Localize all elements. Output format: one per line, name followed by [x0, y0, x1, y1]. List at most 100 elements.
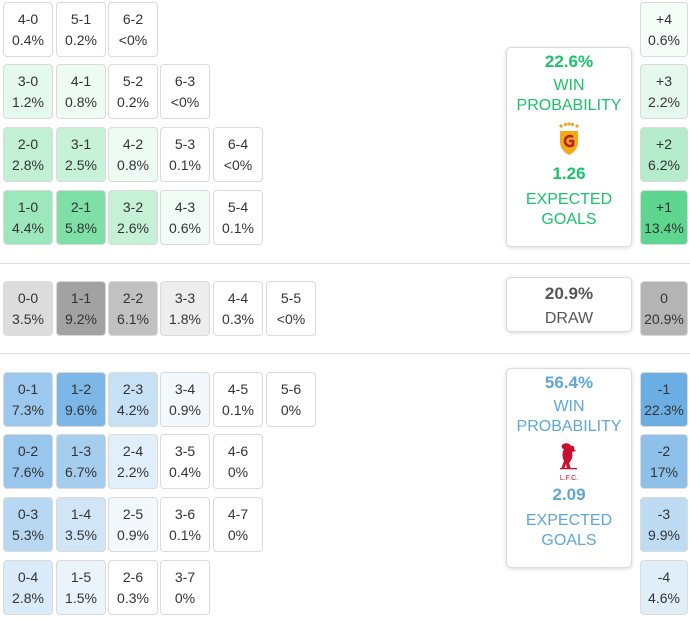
scoreline-cell: 1-3 6.7% — [56, 434, 106, 489]
scoreline-label: 4-0 — [17, 10, 39, 27]
home-win-percentage: 22.6% — [544, 52, 594, 71]
probability-value: 5.3% — [12, 526, 44, 543]
scoreline-label: 2-2 — [122, 289, 144, 306]
scoreline-cell: 3-5 0.4% — [160, 434, 210, 489]
probability-value: 0.6% — [648, 31, 680, 48]
scoreline-label: 5-4 — [227, 198, 249, 215]
scoreline-label: 2-5 — [122, 505, 144, 522]
probability-value: 2.8% — [12, 589, 44, 606]
scoreline-label: -1 — [657, 380, 671, 397]
probability-value: 0.1% — [169, 526, 201, 543]
goals-label-line: GOALS — [541, 532, 597, 549]
probability-value: 2.2% — [117, 463, 149, 480]
scoreline-label: 4-2 — [122, 135, 144, 152]
scoreline-cell: 2-0 2.8% — [3, 127, 53, 182]
probability-value: 0.9% — [117, 526, 149, 543]
probability-value: 0.4% — [169, 463, 201, 480]
scoreline-cell: 6-3 <0% — [160, 64, 210, 119]
scoreline-label: 6-4 — [227, 135, 249, 152]
probability-value: <0% — [223, 156, 253, 173]
scoreline-label: +2 — [656, 135, 672, 152]
scoreline-label: 5-1 — [70, 10, 92, 27]
scoreline-label: +3 — [656, 72, 672, 89]
probability-value: 4.2% — [117, 401, 149, 418]
probability-value: 0.6% — [169, 219, 201, 236]
goal-margin-cell: -4 4.6% — [640, 560, 688, 615]
scoreline-label: 3-0 — [17, 72, 39, 89]
scoreline-label: 1-5 — [70, 568, 92, 585]
scoreline-label: 4-3 — [174, 198, 196, 215]
scoreline-cell: 4-2 0.8% — [108, 127, 158, 182]
scoreline-label: 5-2 — [122, 72, 144, 89]
divider — [0, 353, 690, 354]
probability-value: 0.8% — [117, 156, 149, 173]
probability-value: 20.9% — [644, 310, 684, 327]
scoreline-label: +1 — [656, 198, 672, 215]
scoreline-label: 3-7 — [174, 568, 196, 585]
home-expected-goals-label: EXPECTED GOALS — [507, 190, 631, 230]
probability-value: 0.1% — [169, 156, 201, 173]
scoreline-label: 0-3 — [17, 505, 39, 522]
scoreline-cell: 4-5 0.1% — [213, 372, 263, 427]
scoreline-label: +4 — [656, 10, 672, 27]
liverpool-crest-text: L.F.C. — [559, 475, 579, 482]
scoreline-cell: 5-5 <0% — [266, 281, 316, 336]
draw-percentage: 20.9% — [544, 284, 594, 303]
scoreline-label: 3-4 — [174, 380, 196, 397]
scoreline-cell: 0-3 5.3% — [3, 497, 53, 552]
probability-value: 13.4% — [644, 219, 684, 236]
goals-label-line: GOALS — [541, 211, 597, 228]
probability-value: 1.2% — [12, 93, 44, 110]
probability-value: 2.2% — [648, 93, 680, 110]
scoreline-label: 6-3 — [174, 72, 196, 89]
expected-label-line: EXPECTED — [525, 191, 613, 208]
scoreline-label: 1-1 — [70, 289, 92, 306]
goal-margin-cell: +1 13.4% — [640, 190, 688, 245]
probability-value: 0.3% — [117, 589, 149, 606]
scoreline-cell: 1-0 4.4% — [3, 190, 53, 245]
scoreline-cell: 1-5 1.5% — [56, 560, 106, 615]
probability-value: 6.7% — [65, 463, 97, 480]
scoreline-cell: 4-6 0% — [213, 434, 263, 489]
scoreline-label: 3-1 — [70, 135, 92, 152]
scoreline-label: 2-0 — [17, 135, 39, 152]
scoreline-label: 3-2 — [122, 198, 144, 215]
scoreline-label: 1-2 — [70, 380, 92, 397]
probability-value: 0.8% — [65, 93, 97, 110]
probability-value: 22.3% — [644, 401, 684, 418]
probability-value: 2.8% — [12, 156, 44, 173]
scoreline-label: -3 — [657, 505, 671, 522]
scoreline-cell: 1-4 3.5% — [56, 497, 106, 552]
scoreline-cell: 4-4 0.3% — [213, 281, 263, 336]
scoreline-cell: 5-1 0.2% — [56, 2, 106, 57]
scoreline-cell: 0-1 7.3% — [3, 372, 53, 427]
scoreline-cell: 5-2 0.2% — [108, 64, 158, 119]
scoreline-label: 6-2 — [122, 10, 144, 27]
away-expected-goals-label: EXPECTED GOALS — [507, 511, 631, 551]
probability-value: 0.2% — [65, 31, 97, 48]
probability-value: 0% — [227, 526, 249, 543]
probability-value: 4.6% — [648, 589, 680, 606]
away-win-percentage: 56.4% — [544, 373, 594, 392]
goal-margin-cell: 0 20.9% — [640, 281, 688, 336]
scoreline-cell: 2-3 4.2% — [108, 372, 158, 427]
probability-value: 6.1% — [117, 310, 149, 327]
probability-label-line: PROBABILITY — [516, 97, 622, 114]
probability-value: 7.3% — [12, 401, 44, 418]
scoreline-cell: 6-2 <0% — [108, 2, 158, 57]
probability-value: 0% — [174, 589, 196, 606]
probability-value: 1.5% — [65, 589, 97, 606]
probability-value: 6.2% — [648, 156, 680, 173]
goal-margin-cell: +4 0.6% — [640, 2, 688, 57]
scoreline-cell: 2-6 0.3% — [108, 560, 158, 615]
scoreline-label: 5-3 — [174, 135, 196, 152]
scoreline-label: 3-3 — [174, 289, 196, 306]
scoreline-label: 4-7 — [227, 505, 249, 522]
scoreline-cell: 4-7 0% — [213, 497, 263, 552]
scoreline-label: 1-4 — [70, 505, 92, 522]
scoreline-label: 0-1 — [17, 380, 39, 397]
divider — [0, 263, 690, 264]
probability-value: 0.1% — [222, 401, 254, 418]
scoreline-label: 2-4 — [122, 442, 144, 459]
galatasaray-crest-icon — [556, 122, 582, 156]
